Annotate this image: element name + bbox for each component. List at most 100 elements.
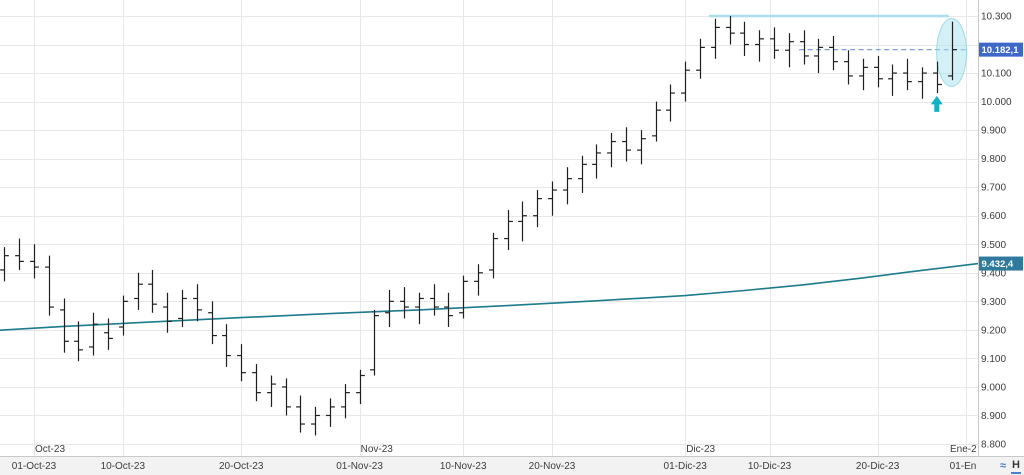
- ohlc-bar: [252, 364, 261, 402]
- ohlc-bar: [89, 312, 98, 356]
- month-label: Nov-23: [361, 444, 394, 455]
- y-axis-label: 9.700: [981, 183, 1006, 194]
- svg-text:9.432,4: 9.432,4: [982, 259, 1014, 270]
- ohlc-bar: [696, 38, 705, 79]
- ohlc-bar: [681, 61, 690, 102]
- ohlc-bar: [859, 58, 868, 91]
- ohlc-bar: [30, 244, 39, 279]
- ohlc-bar: [282, 378, 291, 416]
- y-axis-label: 9.600: [981, 211, 1006, 222]
- ohlc-bar: [578, 155, 587, 193]
- last-price-badge: 10.182,1: [979, 42, 1023, 57]
- ohlc-bar: [193, 284, 202, 322]
- time-axis-strip[interactable]: [0, 457, 1024, 475]
- history-icon[interactable]: H: [1011, 458, 1021, 474]
- ohlc-bar: [563, 167, 572, 205]
- ohlc-bar: [666, 84, 675, 122]
- y-axis-label: 9.500: [981, 240, 1006, 251]
- ohlc-bar: [444, 292, 453, 328]
- ohlc-bar: [74, 321, 83, 362]
- price-axis[interactable]: 10.300 10.100 10.000 9.900 9.800 9.700 9.600 9.…: [981, 12, 1012, 451]
- ohlc-bar: [163, 292, 172, 333]
- day-label: 20-Oct-23: [219, 461, 264, 472]
- month-label: Ene-2: [950, 444, 977, 455]
- ohlc-bar: [415, 292, 424, 325]
- ohlc-bar: [918, 67, 927, 99]
- ohlc-bar: [311, 406, 320, 436]
- ohlc-bars: [0, 16, 957, 436]
- ohlc-bar: [533, 190, 542, 228]
- ohlc-bar: [60, 298, 69, 353]
- time-axis-labels[interactable]: Oct-23 01-Oct-23 10-Oct-23 20-Oct-23 Nov-23 0…: [12, 444, 977, 472]
- ohlc-bar: [459, 275, 468, 319]
- day-label: 01-Dic-23: [664, 461, 708, 472]
- ohlc-bar: [726, 16, 735, 45]
- ohlc-bar: [474, 264, 483, 296]
- ohlc-bar: [104, 318, 113, 350]
- ohlc-bar: [296, 395, 305, 433]
- ohlc-bar: [15, 238, 24, 270]
- day-label: 10-Dic-23: [748, 461, 792, 472]
- chart-corner-controls: ≈ H: [1000, 458, 1021, 474]
- y-axis-label: 8.900: [981, 411, 1006, 422]
- day-label: 01-Oct-23: [12, 461, 57, 472]
- day-label: 10-Nov-23: [440, 461, 487, 472]
- y-axis-label: 9.900: [981, 126, 1006, 137]
- h-gridlines: [0, 16, 978, 445]
- ohlc-bar: [385, 289, 394, 328]
- highlight-ellipse[interactable]: [936, 18, 968, 88]
- month-label: Dic-23: [686, 444, 715, 455]
- month-label: Oct-23: [35, 444, 65, 455]
- ohlc-bar: [711, 18, 720, 59]
- ohlc-bar: [134, 272, 143, 310]
- y-axis-label: 9.800: [981, 154, 1006, 165]
- ohlc-bar: [770, 27, 779, 59]
- ohlc-bar: [222, 324, 231, 367]
- day-label: 10-Oct-23: [101, 461, 146, 472]
- y-axis-label: 9.200: [981, 325, 1006, 336]
- ohlc-bar: [607, 132, 616, 168]
- y-axis-label: 10.000: [981, 97, 1012, 108]
- ohlc-bar: [755, 30, 764, 62]
- day-label: 20-Dic-23: [856, 461, 900, 472]
- ohlc-bar: [208, 301, 217, 345]
- ma-value-badge: 9.432,4: [979, 256, 1023, 271]
- y-axis-label: 10.100: [981, 69, 1012, 80]
- y-axis-label: 10.300: [981, 12, 1012, 23]
- ohlc-bar: [178, 289, 187, 328]
- ohlc-bar: [504, 210, 513, 250]
- ohlc-bar: [652, 101, 661, 142]
- ohlc-bar: [948, 21, 957, 81]
- up-arrow-marker[interactable]: [930, 95, 943, 112]
- ohlc-bar: [237, 344, 246, 382]
- ohlc-bar: [400, 287, 409, 319]
- ohlc-bar: [148, 269, 157, 313]
- day-label: 01-En: [950, 461, 977, 472]
- ohlc-bar: [326, 398, 335, 427]
- ohlc-bar: [933, 61, 942, 94]
- day-label: 20-Nov-23: [529, 461, 576, 472]
- v-gridlines: [34, 0, 967, 456]
- ohlc-bar: [518, 201, 527, 242]
- ohlc-bar: [814, 38, 823, 74]
- svg-text:10.182,1: 10.182,1: [982, 45, 1020, 56]
- ohlc-bar: [489, 232, 498, 279]
- wave-icon[interactable]: ≈: [1000, 459, 1007, 472]
- ohlc-bar: [356, 369, 365, 405]
- ohlc-bar: [874, 55, 883, 88]
- ohlc-bar: [740, 21, 749, 56]
- y-axis-label: 9.300: [981, 297, 1006, 308]
- ohlc-bar: [267, 375, 276, 407]
- ohlc-bar: [548, 181, 557, 216]
- y-axis-label: 9.000: [981, 382, 1006, 393]
- ohlc-bar: [430, 284, 439, 316]
- ohlc-bar: [903, 58, 912, 91]
- ohlc-bar: [785, 33, 794, 68]
- ohlc-bar: [800, 30, 809, 65]
- y-axis-label: 9.400: [981, 268, 1006, 279]
- day-label: 01-Nov-23: [336, 461, 383, 472]
- ohlc-bar: [888, 64, 897, 96]
- ohlc-bar: [829, 35, 838, 71]
- ohlc-bar: [844, 50, 853, 85]
